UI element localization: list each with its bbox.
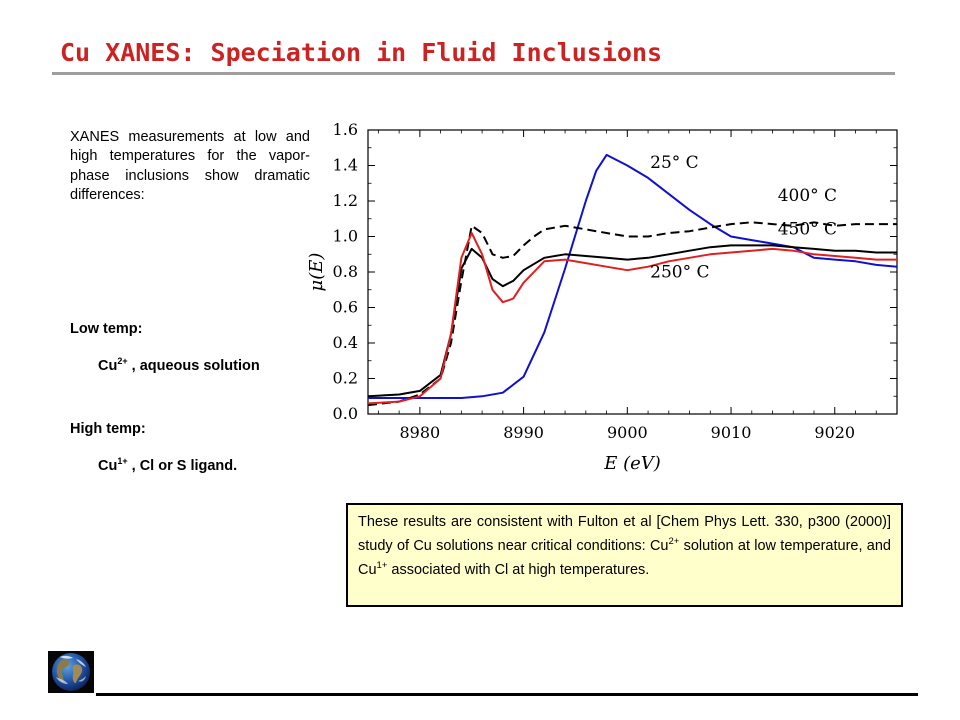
xanes-chart: 8980 8990 9000 9010 9020 0.0 0.2 0.4 0.6 0.8 1.0 1.… xyxy=(306,120,898,474)
note-text-2: solution at low temperature, and Cu xyxy=(358,537,891,578)
low-ion: Cu xyxy=(98,357,118,374)
low-charge: 2+ xyxy=(117,356,128,366)
x-tick-label: 9000 xyxy=(607,423,648,442)
y-tick-label: 0.8 xyxy=(333,262,358,281)
x-tick-label: 8980 xyxy=(400,423,441,442)
x-axis-label: E (eV) xyxy=(603,453,661,474)
note-sup-2: 1+ xyxy=(376,559,388,571)
plot-frame xyxy=(367,129,898,415)
high-ion: Cu xyxy=(98,457,118,474)
y-tick-label: 0.0 xyxy=(333,404,358,423)
high-temp-label: High temp: xyxy=(70,421,146,437)
y-tick-label: 1.0 xyxy=(333,227,358,246)
series-line xyxy=(368,153,898,399)
footer-divider xyxy=(96,693,918,696)
series-line xyxy=(367,232,897,405)
high-description: , Cl or S ligand. xyxy=(127,457,238,474)
y-tick-label: 1.4 xyxy=(333,156,358,175)
low-temp-label: Low temp: xyxy=(70,321,143,337)
curve-label: 250° C xyxy=(650,262,709,282)
series-line xyxy=(367,244,897,398)
y-tick-label: 1.6 xyxy=(333,120,358,139)
low-temp-species: Cu2+ , aqueous solution xyxy=(98,356,260,374)
conclusion-note: These results are consistent with Fulton… xyxy=(346,503,903,607)
x-tick-label: 9020 xyxy=(814,423,855,442)
y-tick-label: 0.2 xyxy=(333,369,358,388)
note-text-1: These results are consistent with Fulton… xyxy=(358,514,891,554)
y-tick-label: 1.2 xyxy=(333,191,358,210)
curve-label: 400° C xyxy=(778,186,837,206)
earth-globe-icon xyxy=(48,651,94,693)
y-tick-label: 0.6 xyxy=(333,298,358,317)
y-tick-label: 0.4 xyxy=(333,333,358,352)
low-description: , aqueous solution xyxy=(127,357,260,374)
slide-title: Cu XANES: Speciation in Fluid Inclusions xyxy=(60,38,663,67)
x-tick-label: 9010 xyxy=(711,423,752,442)
high-charge: 1+ xyxy=(117,456,128,466)
y-axis-label: μ(E) xyxy=(306,253,327,292)
curve-label: 450° C xyxy=(778,220,837,240)
title-divider xyxy=(52,72,895,75)
curve-label: 25° C xyxy=(650,153,699,173)
intro-text: XANES measurements at low and high tempe… xyxy=(70,129,310,203)
note-sup-1: 2+ xyxy=(668,536,680,547)
high-temp-species: Cu1+ , Cl or S ligand. xyxy=(98,456,237,474)
x-tick-label: 8990 xyxy=(503,423,544,442)
note-text-3: associated with Cl at high temperatures. xyxy=(387,561,650,578)
